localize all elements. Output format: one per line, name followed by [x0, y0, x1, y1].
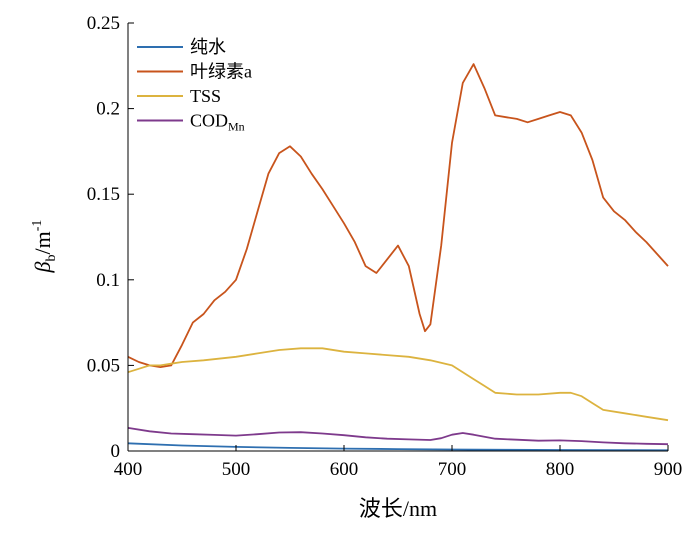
- x-tick-label: 500: [222, 459, 251, 480]
- y-tick-label: 0: [111, 441, 121, 462]
- legend-label-1: 叶绿素a: [190, 62, 252, 82]
- y-axis-superscript: -1: [30, 220, 45, 232]
- x-tick-label: 600: [330, 459, 359, 480]
- legend-label-name: COD: [190, 111, 228, 131]
- x-axis-title: 波长/nm: [359, 496, 437, 521]
- series-line-3: [128, 428, 668, 444]
- series-line-2: [128, 348, 668, 420]
- y-axis-subscript: b: [44, 254, 59, 261]
- legend-label-subscript: Mn: [228, 120, 245, 134]
- y-tick-label: 0.1: [96, 270, 120, 291]
- y-tick-label: 0.2: [96, 99, 120, 120]
- y-ticks: 0 0.05 0.1 0.15 0.2 0.25: [87, 13, 134, 462]
- series-line-0: [128, 443, 668, 450]
- y-tick-label: 0.25: [87, 13, 120, 34]
- y-axis-title: βb/m-1: [30, 220, 59, 274]
- x-tick-label: 900: [654, 459, 683, 480]
- x-tick-label: 700: [438, 459, 467, 480]
- y-tick-label: 0.05: [87, 355, 120, 376]
- y-axis-symbol: β: [30, 261, 55, 273]
- x-tick-label: 400: [114, 459, 143, 480]
- x-tick-label: 800: [546, 459, 575, 480]
- legend-label-2: TSS: [190, 86, 221, 106]
- legend-label-name: TSS: [190, 86, 221, 106]
- legend-label-0: 纯水: [190, 37, 226, 57]
- y-axis-unit: /m: [30, 231, 55, 254]
- legend-label-name: 叶绿素a: [190, 62, 252, 82]
- y-tick-label: 0.15: [87, 184, 120, 205]
- legend-label-3: CODMn: [190, 111, 245, 134]
- legend-label-name: 纯水: [190, 37, 226, 57]
